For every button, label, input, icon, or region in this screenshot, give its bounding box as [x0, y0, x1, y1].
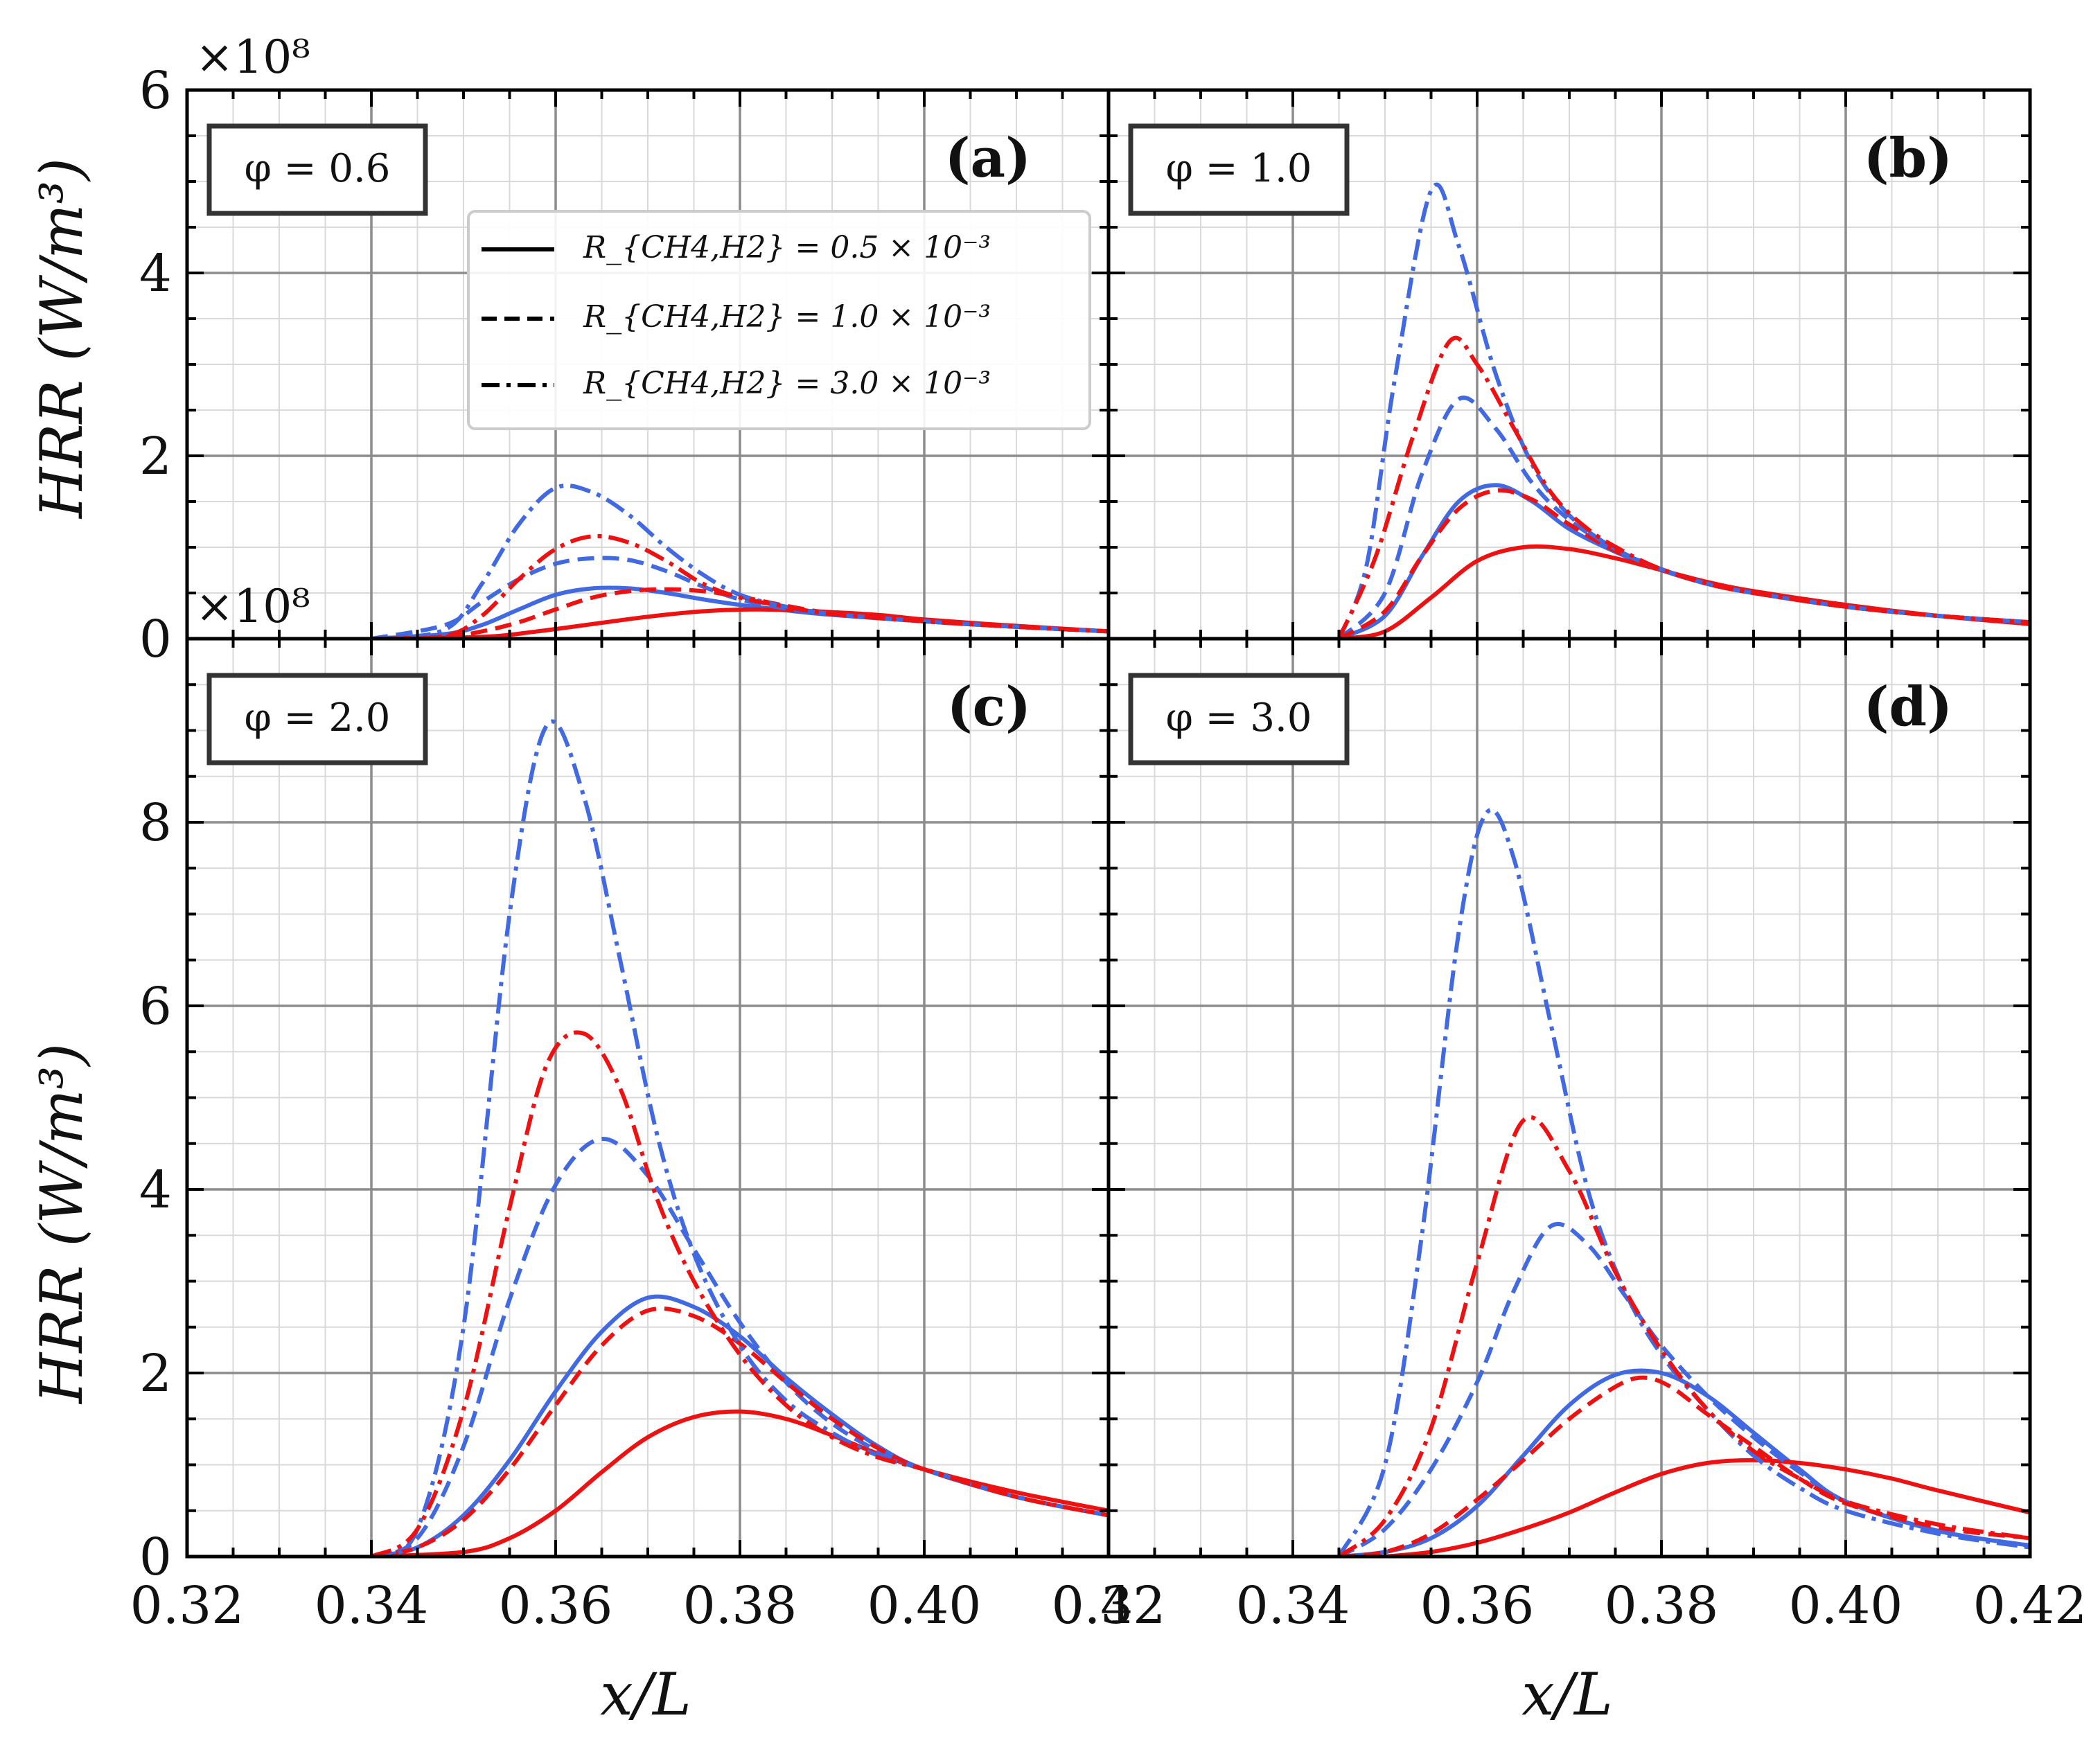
- series-line-red-dashdot: [1336, 335, 2030, 639]
- x-tick-label: 0.36: [499, 1576, 613, 1636]
- legend-label-dashdot: R_{CH4,H2} = 3.0 × 10⁻³: [583, 366, 991, 401]
- y-multiplier-top: ×10⁸: [195, 30, 310, 84]
- series-line-red-dashdot: [371, 533, 1109, 639]
- x-tick-label: 0.42: [1973, 1576, 2088, 1636]
- series-line-red-solid: [1384, 1458, 2030, 1557]
- y-axis-label-bottom: HRR (W/m³): [28, 1043, 96, 1405]
- x-tick-label: 0.34: [315, 1576, 429, 1636]
- series-line-blue-dashdot: [1336, 808, 2030, 1557]
- phi-label-a: φ = 0.6: [245, 146, 391, 191]
- phi-label-c: φ = 2.0: [245, 696, 391, 741]
- legend-label-solid: R_{CH4,H2} = 0.5 × 10⁻³: [583, 230, 991, 265]
- panel-tag-d: (d): [1864, 675, 1952, 738]
- y-tick-label: 4: [139, 244, 172, 303]
- phi-label-d: φ = 3.0: [1166, 696, 1312, 741]
- phi-label-b: φ = 1.0: [1166, 146, 1312, 191]
- svg-text:HRR (W/m³): HRR (W/m³): [28, 1043, 96, 1405]
- series-line-blue-dashdot: [371, 484, 1109, 639]
- phi-box-a: φ = 0.6: [206, 123, 428, 216]
- legend-label-dashed: R_{CH4,H2} = 1.0 × 10⁻³: [583, 299, 991, 335]
- series-line-red-dashdot: [1337, 1115, 2030, 1557]
- panel-tag-a: (a): [945, 127, 1031, 190]
- panel-curves: [371, 484, 1109, 639]
- y-tick-label: 6: [139, 977, 172, 1036]
- x-tick-label: 0.36: [1420, 1576, 1535, 1636]
- svg-text:HRR (W/m³): HRR (W/m³): [28, 158, 96, 520]
- x-tick-label: 0.40: [867, 1576, 982, 1636]
- panel-curves: [1336, 808, 2030, 1557]
- x-tick-label: 0.34: [1236, 1576, 1350, 1636]
- x-axis-label-left: x/L: [600, 1660, 691, 1728]
- panel-frame: [1106, 637, 2032, 1559]
- x-tick-label: 0.32: [130, 1576, 245, 1636]
- x-tick-label: 0.38: [1605, 1576, 1719, 1636]
- y-tick-label: 6: [139, 61, 172, 121]
- x-tick-label: 0.38: [683, 1576, 797, 1636]
- y-axis-label-top: HRR (W/m³): [28, 158, 96, 520]
- x-tick-label: 0.42: [1052, 1576, 1166, 1636]
- legend: R_{CH4,H2} = 0.5 × 10⁻³ R_{CH4,H2} = 1.0…: [467, 210, 1091, 430]
- phi-box-c: φ = 2.0: [206, 673, 428, 765]
- y-multiplier-bottom: ×10⁸: [195, 580, 310, 633]
- y-tick-label: 4: [139, 1160, 172, 1220]
- x-axis-label-right: x/L: [1521, 1660, 1612, 1728]
- phi-box-d: φ = 3.0: [1128, 673, 1350, 765]
- series-line-blue-dashdot: [1336, 182, 2030, 639]
- panel-tag-b: (b): [1864, 127, 1952, 190]
- y-tick-label: 0: [139, 610, 172, 669]
- y-tick-label: 2: [139, 427, 172, 486]
- x-tick-label: 0.40: [1789, 1576, 1903, 1636]
- x-tick-label: 0.32: [1052, 1576, 1166, 1636]
- y-tick-label: 0: [139, 1527, 172, 1587]
- series-line-red-dashed: [1339, 1375, 2030, 1557]
- y-tick-label: 2: [139, 1344, 172, 1403]
- series-line-blue-dashed: [1337, 396, 2030, 639]
- panel-curves: [1336, 182, 2030, 639]
- series-line-red-dashdot: [370, 1030, 1109, 1557]
- panel-tag-c: (c): [947, 675, 1031, 738]
- phi-box-b: φ = 1.0: [1128, 123, 1350, 216]
- curve-layer: [370, 182, 2030, 1557]
- y-tick-label: 8: [139, 793, 172, 853]
- panel-curves: [370, 719, 1109, 1557]
